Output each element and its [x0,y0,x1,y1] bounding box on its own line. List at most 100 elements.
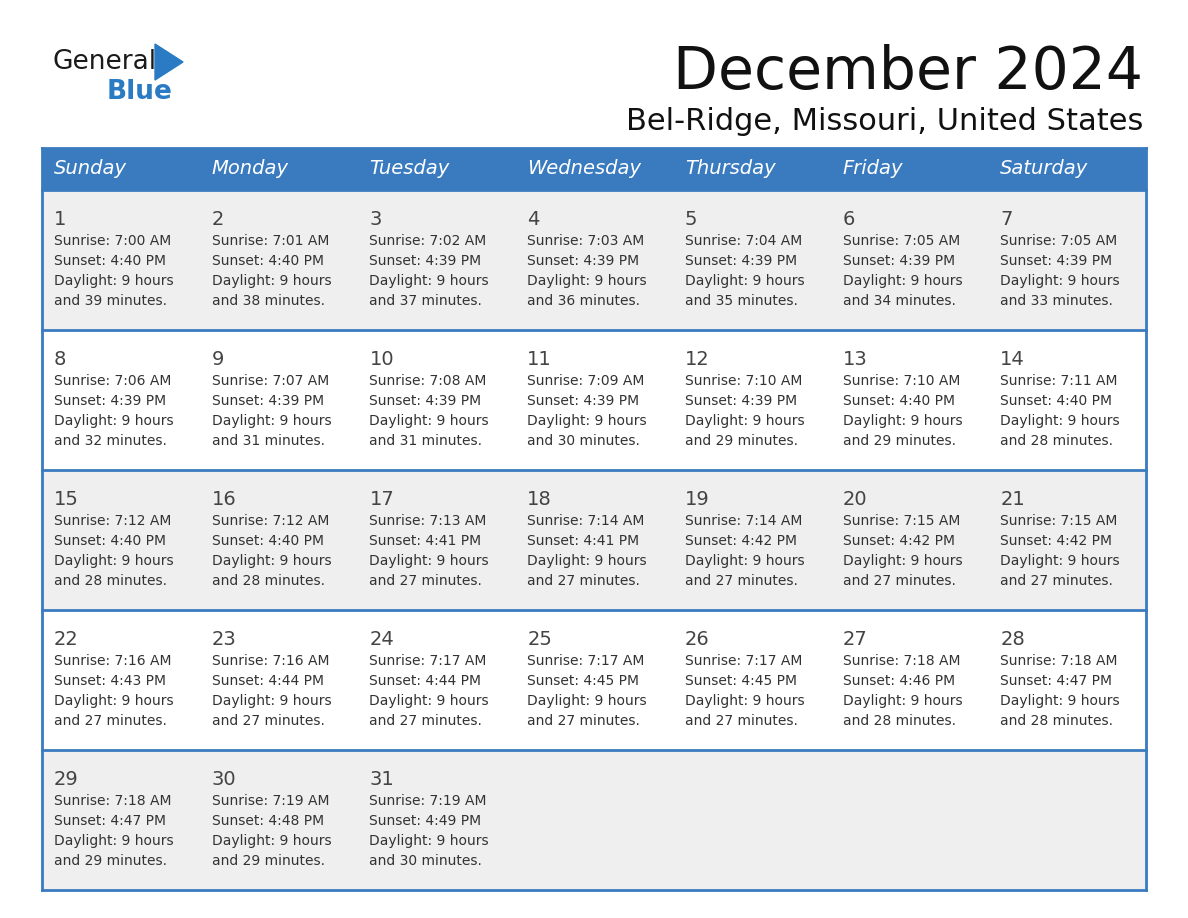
Text: Sunrise: 7:09 AM: Sunrise: 7:09 AM [527,374,645,388]
Text: and 28 minutes.: and 28 minutes. [211,574,324,588]
Text: 27: 27 [842,630,867,649]
Bar [42,190,1146,330]
Text: Saturday: Saturday [1000,160,1088,178]
Text: Daylight: 9 hours: Daylight: 9 hours [842,274,962,288]
Text: Sunrise: 7:14 AM: Sunrise: 7:14 AM [527,514,645,528]
Text: Daylight: 9 hours: Daylight: 9 hours [1000,694,1120,708]
Text: Daylight: 9 hours: Daylight: 9 hours [369,274,489,288]
Text: Daylight: 9 hours: Daylight: 9 hours [527,554,646,568]
Text: Sunrise: 7:17 AM: Sunrise: 7:17 AM [369,654,487,668]
Text: and 27 minutes.: and 27 minutes. [369,574,482,588]
Text: Sunrise: 7:03 AM: Sunrise: 7:03 AM [527,234,644,248]
Text: Sunset: 4:39 PM: Sunset: 4:39 PM [684,254,797,268]
Text: December 2024: December 2024 [672,43,1143,100]
Polygon shape [154,44,183,80]
Text: Daylight: 9 hours: Daylight: 9 hours [684,414,804,428]
Text: and 27 minutes.: and 27 minutes. [1000,574,1113,588]
Text: 6: 6 [842,210,855,229]
Text: Sunset: 4:39 PM: Sunset: 4:39 PM [1000,254,1112,268]
Text: Sunset: 4:39 PM: Sunset: 4:39 PM [842,254,955,268]
Text: Sunrise: 7:12 AM: Sunrise: 7:12 AM [211,514,329,528]
Text: General: General [52,49,156,75]
Text: Sunset: 4:48 PM: Sunset: 4:48 PM [211,814,324,828]
Text: and 27 minutes.: and 27 minutes. [211,714,324,728]
Text: and 34 minutes.: and 34 minutes. [842,294,955,308]
Text: Sunset: 4:45 PM: Sunset: 4:45 PM [684,674,797,688]
Text: and 38 minutes.: and 38 minutes. [211,294,324,308]
Text: Sunset: 4:41 PM: Sunset: 4:41 PM [369,534,481,548]
Text: and 27 minutes.: and 27 minutes. [53,714,166,728]
Text: Sunrise: 7:15 AM: Sunrise: 7:15 AM [842,514,960,528]
Text: 14: 14 [1000,350,1025,369]
Text: Daylight: 9 hours: Daylight: 9 hours [211,694,331,708]
Text: 4: 4 [527,210,539,229]
Text: and 32 minutes.: and 32 minutes. [53,434,166,448]
Text: 19: 19 [684,490,709,509]
Text: 18: 18 [527,490,552,509]
Text: and 27 minutes.: and 27 minutes. [842,574,955,588]
Text: Sunset: 4:42 PM: Sunset: 4:42 PM [684,534,797,548]
Text: Daylight: 9 hours: Daylight: 9 hours [53,834,173,848]
Text: Daylight: 9 hours: Daylight: 9 hours [211,274,331,288]
Text: Daylight: 9 hours: Daylight: 9 hours [211,414,331,428]
Text: and 27 minutes.: and 27 minutes. [369,714,482,728]
Text: 21: 21 [1000,490,1025,509]
Text: Sunrise: 7:18 AM: Sunrise: 7:18 AM [842,654,960,668]
Text: Sunset: 4:40 PM: Sunset: 4:40 PM [53,254,166,268]
Text: Sunset: 4:39 PM: Sunset: 4:39 PM [527,394,639,408]
Text: Daylight: 9 hours: Daylight: 9 hours [527,694,646,708]
Text: and 27 minutes.: and 27 minutes. [527,574,640,588]
Text: Sunset: 4:40 PM: Sunset: 4:40 PM [211,254,323,268]
Text: Sunset: 4:44 PM: Sunset: 4:44 PM [211,674,323,688]
Text: Daylight: 9 hours: Daylight: 9 hours [369,834,489,848]
Text: Sunset: 4:43 PM: Sunset: 4:43 PM [53,674,166,688]
Text: Daylight: 9 hours: Daylight: 9 hours [1000,274,1120,288]
Text: 24: 24 [369,630,394,649]
Bar [42,330,1146,470]
Text: Sunrise: 7:02 AM: Sunrise: 7:02 AM [369,234,487,248]
Text: Sunset: 4:41 PM: Sunset: 4:41 PM [527,534,639,548]
Text: Daylight: 9 hours: Daylight: 9 hours [53,554,173,568]
Text: Daylight: 9 hours: Daylight: 9 hours [842,554,962,568]
Text: Daylight: 9 hours: Daylight: 9 hours [369,694,489,708]
Text: Blue: Blue [107,79,173,105]
Text: Sunset: 4:40 PM: Sunset: 4:40 PM [1000,394,1112,408]
Text: 1: 1 [53,210,67,229]
Text: Thursday: Thursday [684,160,776,178]
Text: Sunrise: 7:16 AM: Sunrise: 7:16 AM [53,654,171,668]
Text: 8: 8 [53,350,67,369]
Text: and 28 minutes.: and 28 minutes. [1000,714,1113,728]
Text: and 39 minutes.: and 39 minutes. [53,294,168,308]
Text: 5: 5 [684,210,697,229]
Text: 28: 28 [1000,630,1025,649]
Text: Sunset: 4:47 PM: Sunset: 4:47 PM [1000,674,1112,688]
Text: Sunrise: 7:12 AM: Sunrise: 7:12 AM [53,514,171,528]
Text: Sunset: 4:39 PM: Sunset: 4:39 PM [527,254,639,268]
Bar [42,750,1146,890]
Text: 29: 29 [53,770,78,789]
Text: 10: 10 [369,350,394,369]
Text: 31: 31 [369,770,394,789]
Text: Daylight: 9 hours: Daylight: 9 hours [842,694,962,708]
Text: Sunset: 4:44 PM: Sunset: 4:44 PM [369,674,481,688]
Text: 9: 9 [211,350,225,369]
Text: Sunrise: 7:15 AM: Sunrise: 7:15 AM [1000,514,1118,528]
Text: Sunset: 4:45 PM: Sunset: 4:45 PM [527,674,639,688]
Text: Sunset: 4:42 PM: Sunset: 4:42 PM [1000,534,1112,548]
Text: Sunset: 4:40 PM: Sunset: 4:40 PM [842,394,955,408]
Text: Sunset: 4:40 PM: Sunset: 4:40 PM [53,534,166,548]
Bar [42,470,1146,610]
Text: and 33 minutes.: and 33 minutes. [1000,294,1113,308]
Text: Daylight: 9 hours: Daylight: 9 hours [684,554,804,568]
Text: and 37 minutes.: and 37 minutes. [369,294,482,308]
Text: Sunset: 4:40 PM: Sunset: 4:40 PM [211,534,323,548]
Text: Sunset: 4:39 PM: Sunset: 4:39 PM [211,394,324,408]
Text: Sunrise: 7:04 AM: Sunrise: 7:04 AM [684,234,802,248]
Text: and 28 minutes.: and 28 minutes. [842,714,955,728]
Text: Sunrise: 7:19 AM: Sunrise: 7:19 AM [369,794,487,808]
Text: 25: 25 [527,630,552,649]
Text: Daylight: 9 hours: Daylight: 9 hours [684,274,804,288]
Text: Daylight: 9 hours: Daylight: 9 hours [684,694,804,708]
Text: Daylight: 9 hours: Daylight: 9 hours [369,554,489,568]
Text: and 28 minutes.: and 28 minutes. [1000,434,1113,448]
